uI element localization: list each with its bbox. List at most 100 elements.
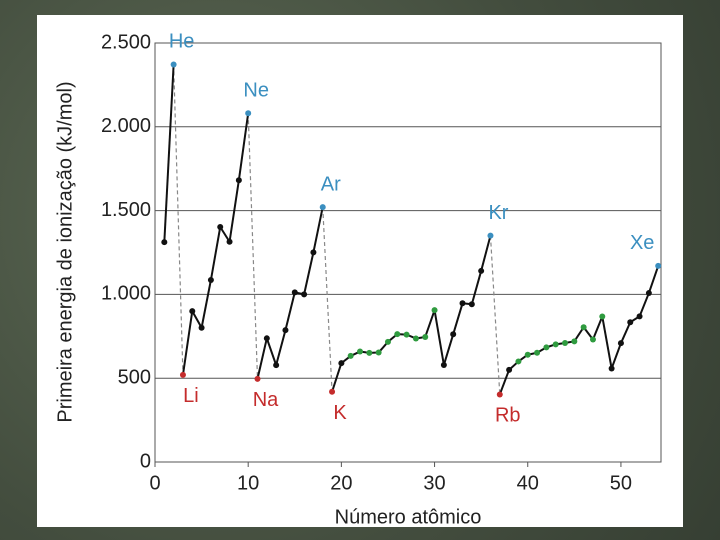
data-point (179, 371, 186, 378)
point-label: Na (253, 389, 279, 411)
line-segment (181, 311, 194, 375)
line-segment (265, 337, 278, 366)
data-point (552, 341, 559, 348)
data-point (226, 238, 233, 245)
line-segment (647, 265, 660, 294)
dashed-link (322, 207, 333, 392)
data-point (161, 239, 168, 246)
data-point (524, 351, 531, 358)
data-point (366, 349, 373, 356)
data-point (478, 267, 485, 274)
line-segment (470, 270, 483, 305)
line-segment (620, 321, 632, 344)
line-segment (303, 252, 315, 295)
line-segment (228, 180, 240, 242)
point-label: Ne (243, 80, 269, 102)
data-point (291, 289, 298, 296)
line-segment (610, 342, 622, 369)
line-segment (424, 309, 436, 338)
data-point (627, 319, 634, 326)
point-label: K (333, 402, 347, 424)
data-point (515, 358, 522, 365)
line-segment (638, 292, 650, 317)
data-point (571, 338, 578, 345)
data-point (655, 262, 662, 269)
line-segment (163, 64, 175, 243)
data-point (170, 61, 177, 68)
line-segment (256, 338, 268, 380)
line-segment (442, 333, 455, 366)
data-point (245, 110, 252, 117)
data-point (282, 327, 289, 334)
line-segment (480, 235, 492, 272)
x-axis-title: Número atômico (335, 506, 482, 528)
data-point (207, 276, 214, 283)
data-point (347, 352, 354, 359)
line-segment (191, 310, 203, 329)
y-tick-label: 2.500 (101, 31, 151, 53)
data-point (459, 300, 466, 307)
point-label: Rb (495, 405, 521, 427)
data-point (375, 349, 382, 356)
data-point (329, 388, 336, 395)
data-point (217, 224, 224, 231)
line-segment (209, 226, 222, 281)
data-point (384, 338, 391, 345)
y-axis-title: Primeira energia de ionização (kJ/mol) (54, 81, 76, 422)
point-label: Xe (630, 232, 654, 254)
data-point (403, 331, 410, 338)
data-point (506, 366, 513, 373)
line-segment (498, 369, 511, 395)
x-tick-label: 10 (237, 472, 259, 494)
data-point (562, 340, 569, 347)
line-segment (592, 316, 604, 340)
line-segment (312, 206, 324, 253)
point-label: Ar (321, 173, 341, 195)
data-point (468, 301, 475, 308)
line-segment (237, 113, 250, 181)
data-point (422, 333, 429, 340)
data-point (580, 324, 587, 331)
y-tick-label: 1.000 (101, 283, 151, 305)
data-point (412, 335, 419, 342)
data-point (645, 290, 652, 297)
data-point (496, 391, 503, 398)
line-segment (331, 362, 343, 393)
data-point (589, 336, 596, 343)
data-point (357, 348, 364, 355)
data-point (301, 291, 308, 298)
data-point (440, 361, 447, 368)
point-label: Kr (488, 202, 508, 224)
point-label: He (169, 31, 195, 53)
x-tick-label: 30 (423, 472, 445, 494)
line-segment (284, 292, 296, 331)
dashed-link (489, 235, 501, 395)
data-point (608, 365, 615, 372)
line-segment (452, 302, 464, 335)
dashed-link (247, 113, 259, 379)
line-segment (200, 279, 212, 328)
data-point (543, 344, 550, 351)
data-point (254, 375, 261, 382)
data-point (487, 232, 494, 239)
x-tick-label: 0 (149, 472, 160, 494)
data-point (450, 331, 457, 338)
data-point (273, 362, 280, 369)
panel (37, 15, 683, 527)
line-segment (433, 309, 445, 366)
data-point (534, 349, 541, 356)
data-point (198, 324, 205, 331)
y-tick-label: 0 (140, 450, 151, 472)
data-point (189, 308, 196, 315)
data-point (431, 307, 438, 314)
data-point (263, 335, 270, 342)
line-segment (275, 329, 287, 366)
y-tick-label: 1.500 (101, 199, 151, 221)
data-point (235, 177, 242, 184)
plot-frame (154, 42, 662, 463)
data-point (617, 340, 624, 347)
dashed-link (173, 64, 184, 375)
data-point (599, 313, 606, 320)
